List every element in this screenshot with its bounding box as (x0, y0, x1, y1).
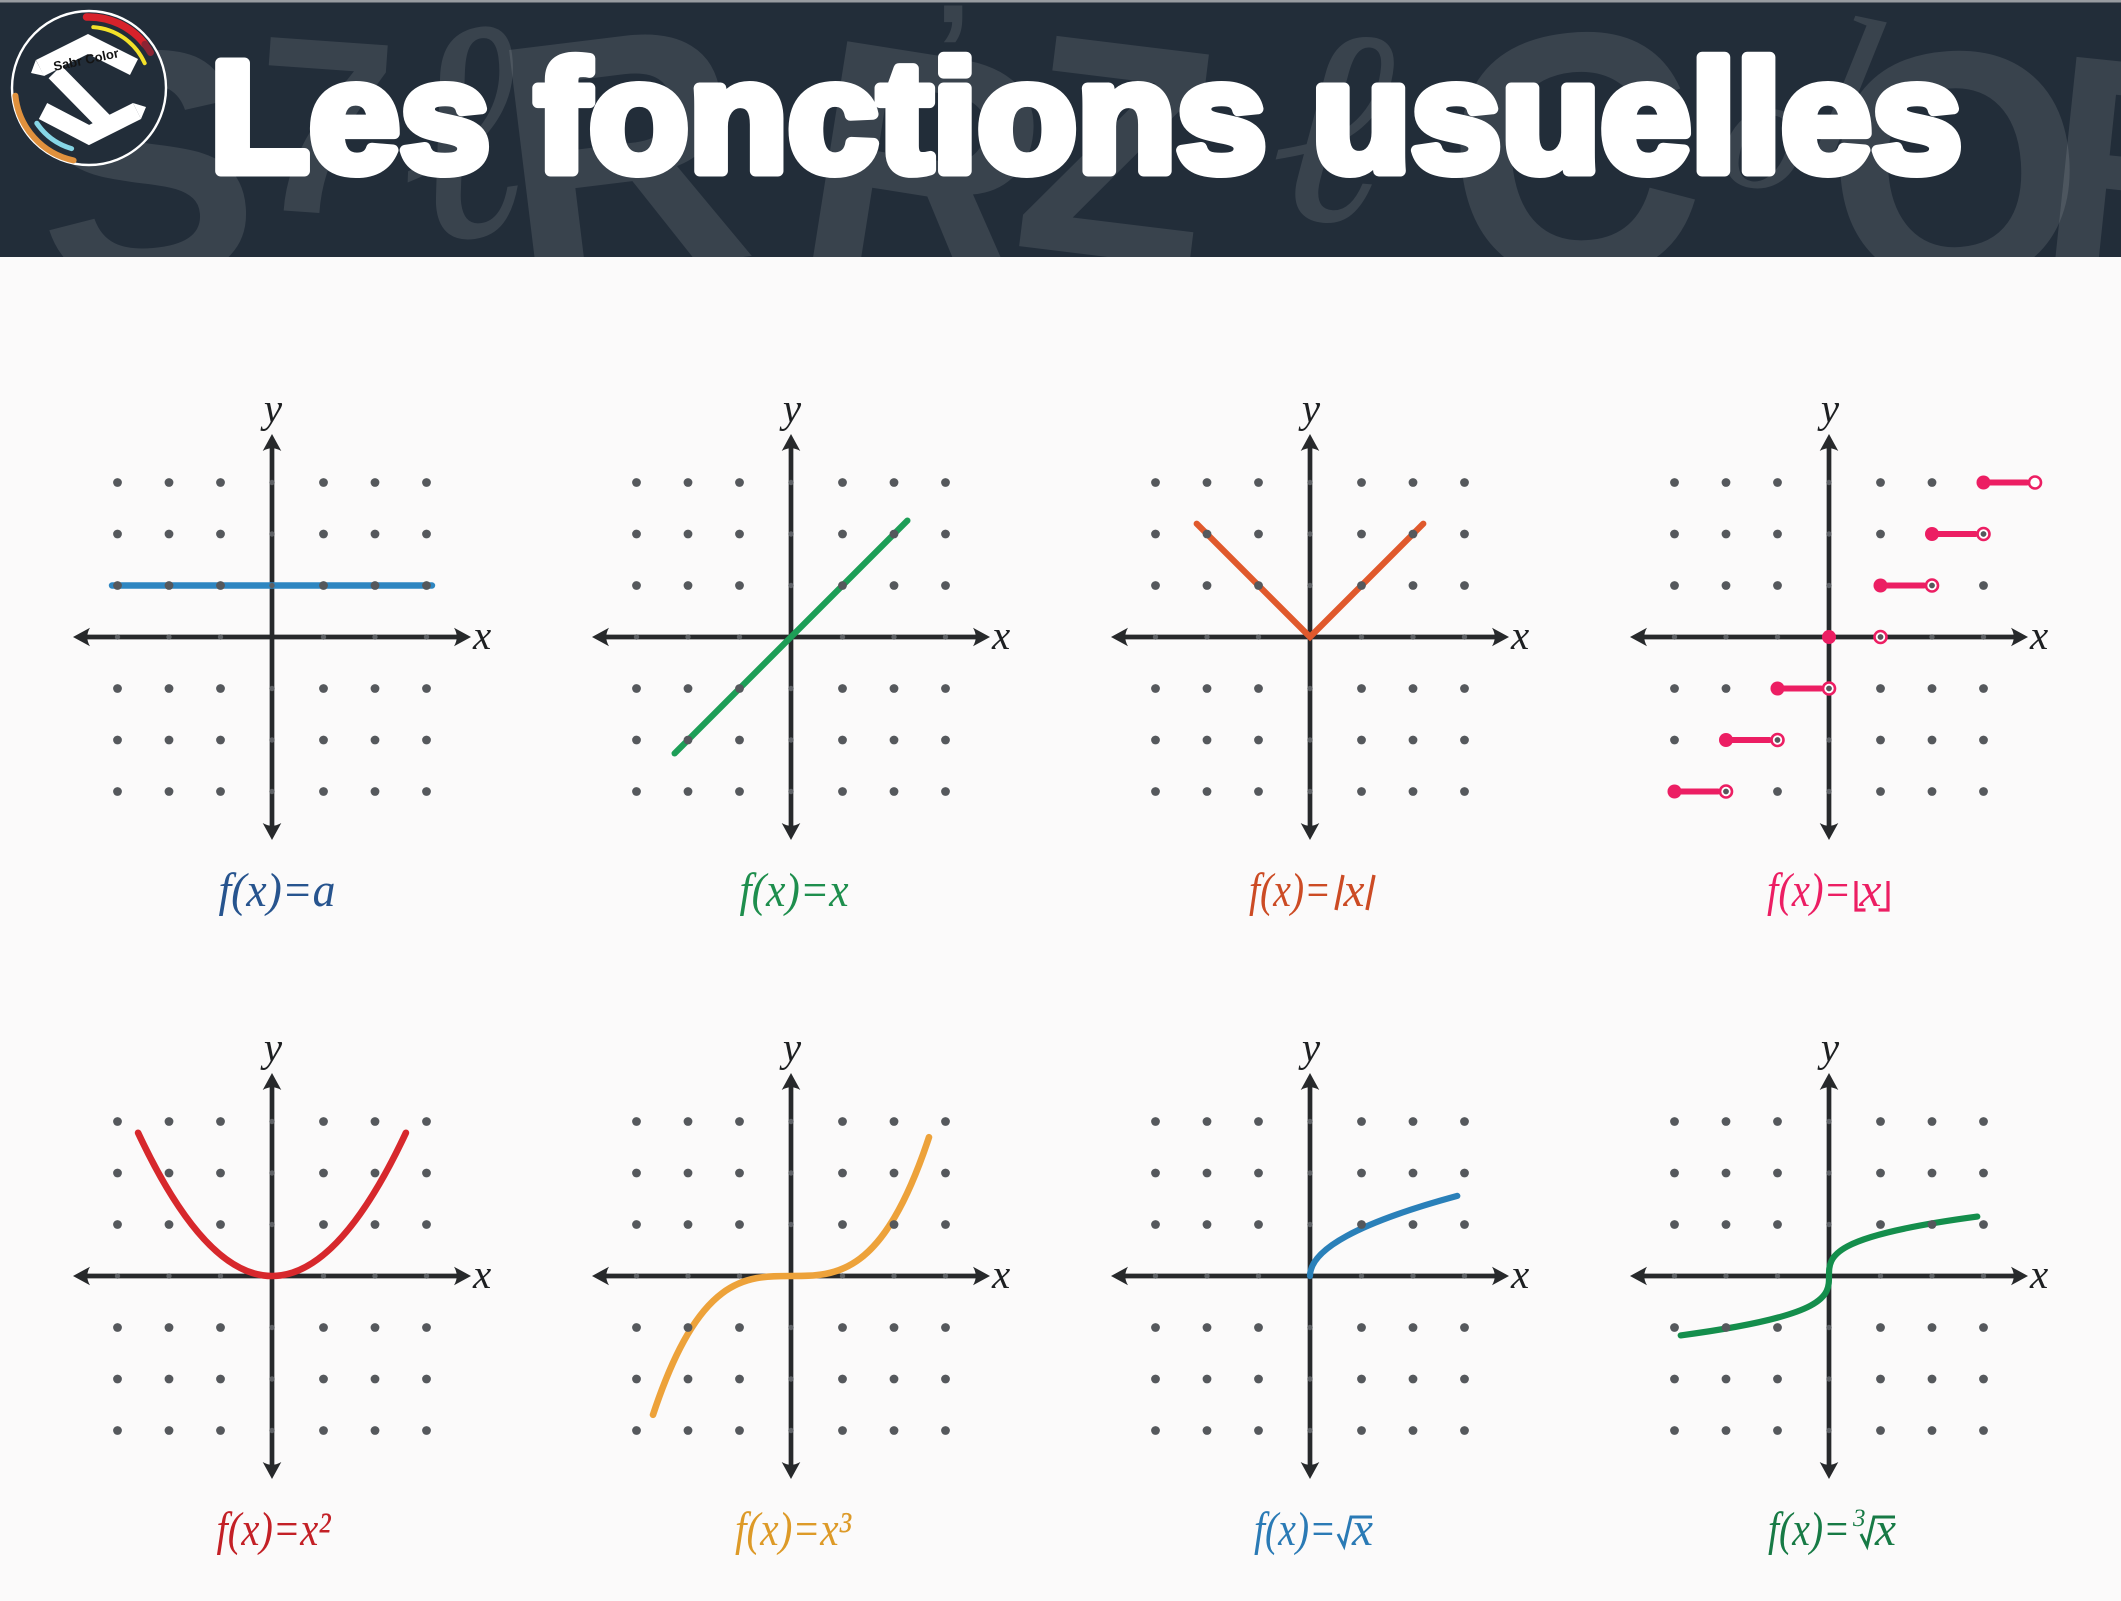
svg-text:O: O (1814, 0, 2096, 360)
svg-text:x: x (1858, 864, 1881, 917)
svg-text:x: x (2029, 1251, 2048, 1297)
svg-text:y: y (260, 1024, 283, 1070)
svg-text:x: x (1510, 612, 1529, 658)
svg-text:y: y (779, 385, 802, 431)
svg-text:f(x)=: f(x)= (1768, 1503, 1850, 1556)
svg-text:x: x (1874, 1503, 1896, 1556)
svg-text:’: ’ (935, 0, 971, 123)
svg-text:x: x (1510, 1251, 1529, 1297)
svg-text:y: y (1298, 1024, 1321, 1070)
svg-text:f(x)=: f(x)= (1767, 864, 1851, 917)
svg-text:R: R (478, 0, 768, 357)
svg-text:y: y (1817, 385, 1840, 431)
svg-text:f(x)=a: f(x)=a (219, 864, 336, 917)
svg-text:f(x)=x: f(x)=x (740, 864, 849, 917)
svg-text:f(x)=: f(x)= (1249, 864, 1331, 917)
svg-text:C: C (1427, 0, 1719, 365)
svg-text:y: y (1298, 385, 1321, 431)
svg-text:x: x (991, 1251, 1010, 1297)
svg-text:x: x (1343, 864, 1365, 917)
svg-text:R: R (779, 0, 1072, 368)
svg-text:f(x)=x²: f(x)=x² (217, 1503, 332, 1556)
svg-text:ℓ: ℓ (1260, 0, 1405, 286)
svg-text:f(x)=x³: f(x)=x³ (735, 1503, 852, 1556)
svg-text:x: x (991, 612, 1010, 658)
svg-text:Les fonctions usuelles: Les fonctions usuelles (210, 30, 1962, 205)
svg-text:x: x (472, 1251, 491, 1297)
svg-text:x: x (472, 612, 491, 658)
svg-text:y: y (1817, 1024, 1840, 1070)
svg-text:x: x (1351, 1503, 1373, 1556)
svg-text:x: x (2029, 612, 2048, 658)
svg-text:7: 7 (244, 0, 402, 271)
svg-text:y: y (260, 385, 283, 431)
svg-text:f(x)=: f(x)= (1254, 1503, 1336, 1556)
svg-text:3: 3 (1852, 1505, 1866, 1532)
svg-text:Z: Z (1002, 0, 1232, 334)
svg-text:y: y (779, 1024, 802, 1070)
